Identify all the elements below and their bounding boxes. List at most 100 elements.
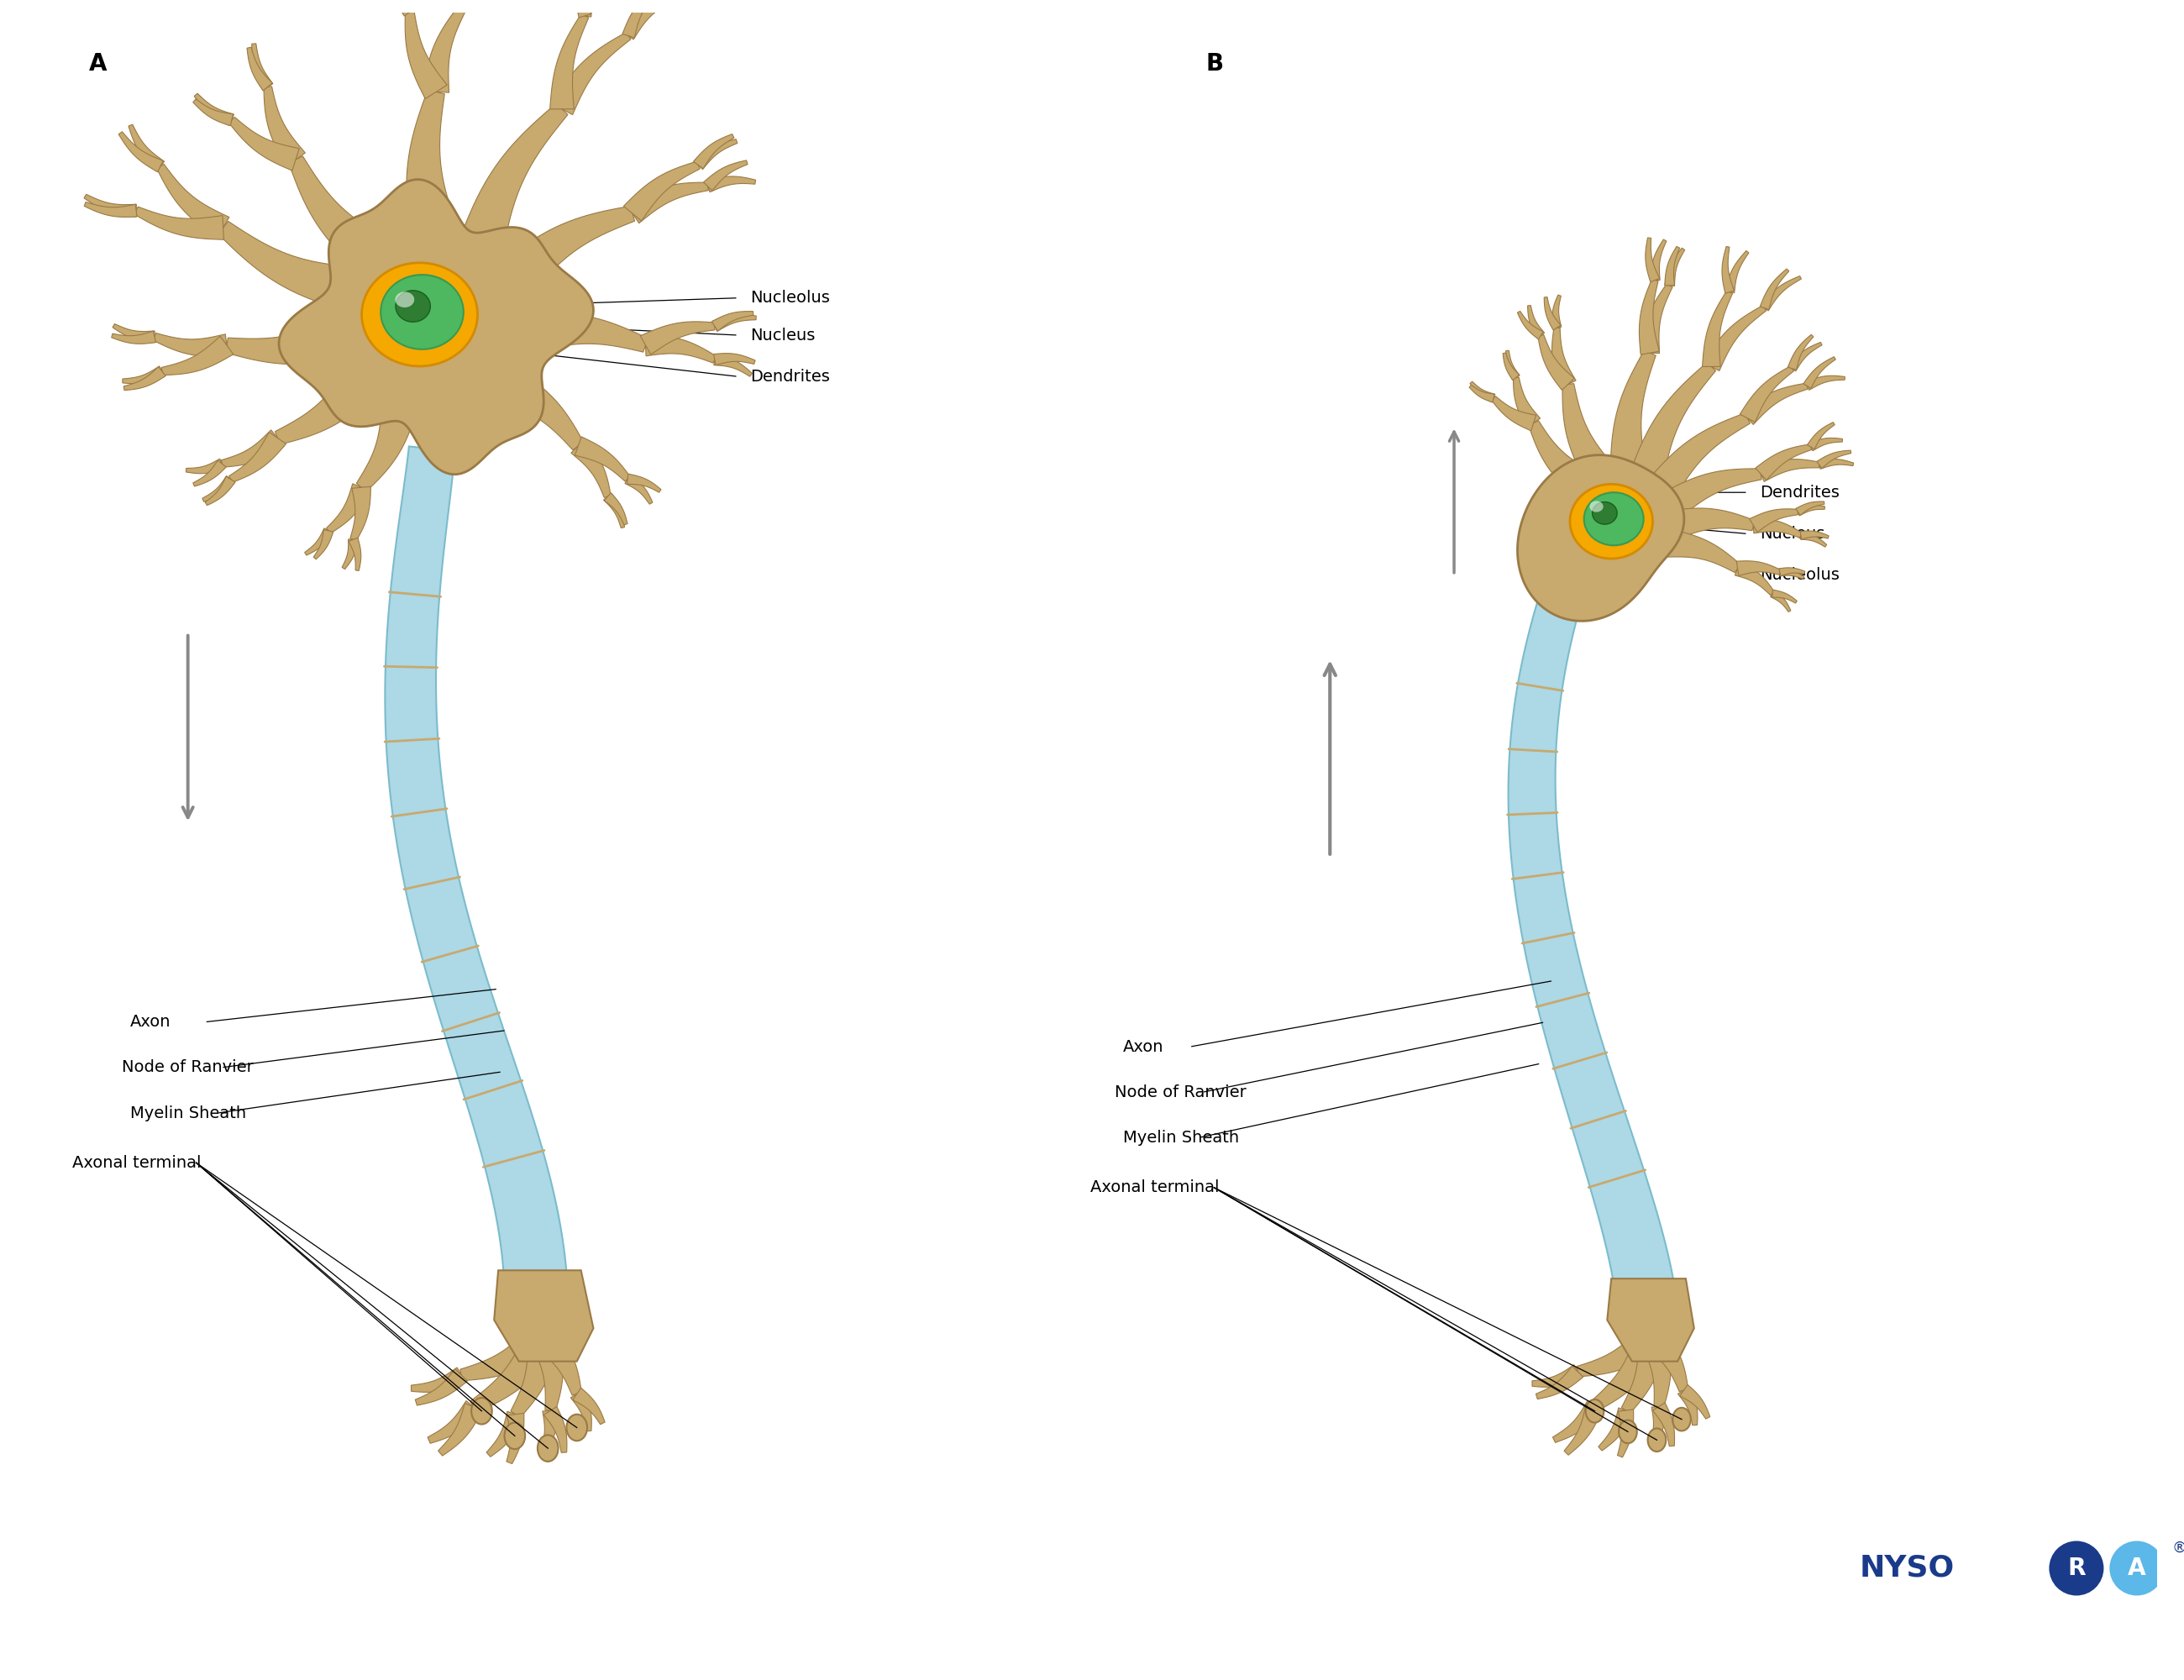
Polygon shape bbox=[1518, 455, 1684, 622]
Polygon shape bbox=[356, 402, 417, 492]
Polygon shape bbox=[1590, 1329, 1669, 1411]
Polygon shape bbox=[1666, 507, 1754, 539]
Ellipse shape bbox=[1583, 492, 1645, 546]
Polygon shape bbox=[1610, 351, 1655, 477]
Polygon shape bbox=[1806, 422, 1835, 449]
Polygon shape bbox=[572, 1388, 605, 1425]
Text: Node of Ranvier: Node of Ranvier bbox=[122, 1060, 253, 1075]
Polygon shape bbox=[1645, 237, 1660, 282]
Ellipse shape bbox=[1570, 484, 1653, 559]
Polygon shape bbox=[1721, 247, 1734, 294]
Polygon shape bbox=[1789, 343, 1821, 371]
Polygon shape bbox=[703, 160, 747, 190]
Text: B: B bbox=[1206, 52, 1223, 76]
Polygon shape bbox=[114, 324, 155, 343]
Polygon shape bbox=[1664, 249, 1684, 286]
Polygon shape bbox=[1562, 383, 1616, 487]
Polygon shape bbox=[349, 538, 360, 571]
Polygon shape bbox=[325, 484, 369, 533]
Polygon shape bbox=[1564, 1404, 1603, 1455]
Polygon shape bbox=[1538, 334, 1575, 390]
Polygon shape bbox=[1599, 1408, 1634, 1452]
Polygon shape bbox=[280, 180, 594, 474]
Polygon shape bbox=[1808, 438, 1843, 450]
Polygon shape bbox=[205, 477, 236, 506]
Polygon shape bbox=[705, 176, 756, 192]
Polygon shape bbox=[157, 165, 229, 239]
Polygon shape bbox=[1653, 1403, 1675, 1446]
Polygon shape bbox=[1629, 363, 1717, 486]
Polygon shape bbox=[603, 494, 625, 528]
Polygon shape bbox=[1470, 385, 1494, 402]
Polygon shape bbox=[1664, 247, 1679, 286]
Polygon shape bbox=[531, 1332, 563, 1411]
Text: A: A bbox=[90, 52, 107, 76]
Text: Axon: Axon bbox=[1123, 1038, 1164, 1055]
Text: Axonal terminal: Axonal terminal bbox=[72, 1154, 201, 1171]
Polygon shape bbox=[406, 89, 461, 247]
Polygon shape bbox=[570, 438, 612, 497]
Polygon shape bbox=[1470, 381, 1496, 402]
Polygon shape bbox=[1527, 306, 1544, 338]
Polygon shape bbox=[712, 311, 753, 331]
Polygon shape bbox=[192, 460, 227, 487]
Polygon shape bbox=[1756, 444, 1811, 480]
Text: A: A bbox=[2127, 1556, 2147, 1579]
Polygon shape bbox=[83, 195, 135, 217]
Polygon shape bbox=[454, 0, 480, 10]
Polygon shape bbox=[1797, 506, 1826, 516]
Ellipse shape bbox=[363, 262, 478, 366]
Polygon shape bbox=[1758, 459, 1819, 482]
Polygon shape bbox=[1533, 1364, 1581, 1388]
Polygon shape bbox=[129, 124, 164, 171]
Polygon shape bbox=[1679, 1384, 1710, 1420]
Polygon shape bbox=[712, 314, 756, 331]
Polygon shape bbox=[456, 104, 568, 259]
Polygon shape bbox=[533, 1327, 581, 1394]
Ellipse shape bbox=[566, 1415, 587, 1441]
Ellipse shape bbox=[380, 276, 463, 349]
Polygon shape bbox=[1800, 531, 1828, 539]
Polygon shape bbox=[644, 334, 716, 363]
Polygon shape bbox=[1640, 1332, 1671, 1408]
Polygon shape bbox=[1535, 1366, 1583, 1399]
Ellipse shape bbox=[1647, 1428, 1666, 1452]
Polygon shape bbox=[539, 1410, 557, 1455]
Polygon shape bbox=[1734, 561, 1773, 595]
Polygon shape bbox=[1503, 353, 1520, 380]
Text: ®: ® bbox=[2171, 1541, 2184, 1556]
Polygon shape bbox=[1736, 561, 1780, 576]
Polygon shape bbox=[225, 314, 358, 365]
Polygon shape bbox=[496, 207, 636, 301]
Polygon shape bbox=[1607, 1278, 1695, 1361]
Polygon shape bbox=[118, 131, 164, 171]
Polygon shape bbox=[579, 0, 609, 17]
Text: NYSO: NYSO bbox=[1859, 1554, 1955, 1583]
Polygon shape bbox=[550, 13, 590, 109]
Polygon shape bbox=[627, 474, 662, 492]
Polygon shape bbox=[314, 529, 334, 559]
Polygon shape bbox=[1660, 469, 1762, 521]
Text: Dendrites: Dendrites bbox=[1760, 484, 1839, 501]
Polygon shape bbox=[1640, 279, 1660, 354]
Polygon shape bbox=[264, 86, 306, 166]
Polygon shape bbox=[1819, 459, 1854, 469]
Polygon shape bbox=[389, 0, 415, 17]
Polygon shape bbox=[574, 0, 592, 17]
Text: R: R bbox=[2068, 1556, 2086, 1579]
Polygon shape bbox=[229, 432, 286, 482]
Polygon shape bbox=[397, 0, 415, 15]
Polygon shape bbox=[1725, 250, 1749, 292]
Polygon shape bbox=[1677, 1386, 1697, 1425]
Polygon shape bbox=[1518, 311, 1544, 339]
Polygon shape bbox=[1577, 1326, 1662, 1376]
Polygon shape bbox=[1553, 296, 1562, 328]
Polygon shape bbox=[229, 118, 299, 171]
Polygon shape bbox=[1741, 366, 1793, 422]
Polygon shape bbox=[1817, 450, 1852, 469]
Ellipse shape bbox=[1673, 1408, 1690, 1431]
Ellipse shape bbox=[537, 1435, 559, 1462]
Ellipse shape bbox=[1592, 502, 1616, 524]
Polygon shape bbox=[470, 1327, 559, 1413]
Polygon shape bbox=[544, 1406, 568, 1453]
